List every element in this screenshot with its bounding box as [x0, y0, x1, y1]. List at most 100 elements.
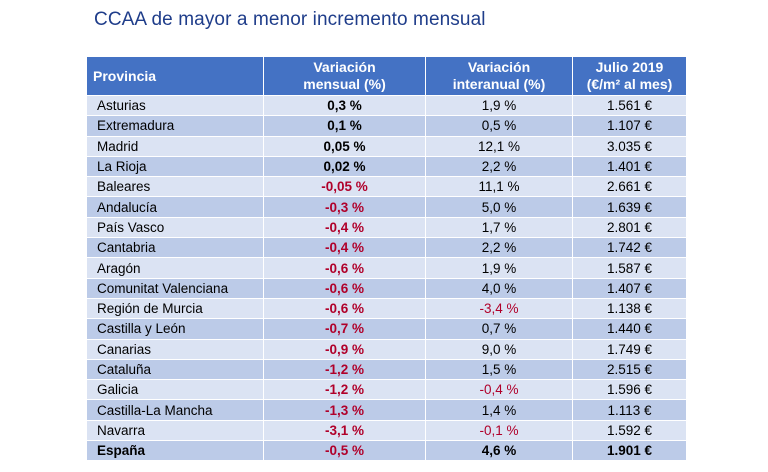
cell-precio: 2.515 €	[572, 358, 687, 381]
cell-variacion-mensual: 0,02 %	[263, 155, 426, 178]
header-variacion-mensual: Variación mensual (%)	[263, 56, 426, 96]
cell-variacion-mensual: -0,3 %	[263, 196, 426, 218]
table-row: Cataluña -1,2 % 1,5 % 2.515 €	[86, 358, 687, 381]
cell-variacion-interanual: 12,1 %	[425, 135, 573, 157]
cell-precio: 1.407 €	[572, 277, 687, 299]
cell-provincia: Asturias	[86, 94, 264, 117]
table-row: Galicia -1,2 % -0,4 % 1.596 €	[86, 379, 687, 401]
cell-provincia: Navarra	[86, 419, 264, 442]
cell-variacion-interanual: 1,4 %	[425, 399, 573, 421]
cell-provincia: Andalucía	[86, 196, 264, 218]
cell-provincia: España	[86, 440, 264, 462]
header-mensual-line1: Variación	[313, 59, 376, 75]
data-table: Provincia Variación mensual (%) Variació…	[86, 56, 687, 462]
header-variacion-interanual: Variación interanual (%)	[425, 56, 573, 96]
cell-variacion-mensual: -0,05 %	[263, 176, 426, 198]
cell-provincia: Baleares	[86, 176, 264, 198]
table-row: Castilla-La Mancha -1,3 % 1,4 % 1.113 €	[86, 399, 687, 421]
cell-variacion-mensual: -1,2 %	[263, 379, 426, 401]
cell-provincia: Madrid	[86, 135, 264, 157]
table-row: Baleares -0,05 % 11,1 % 2.661 €	[86, 176, 687, 198]
table-row: Canarias -0,9 % 9,0 % 1.749 €	[86, 338, 687, 360]
cell-variacion-interanual: -3,4 %	[425, 297, 573, 320]
header-mensual-line2: mensual (%)	[303, 76, 386, 92]
cell-precio: 3.035 €	[572, 135, 687, 157]
cell-provincia: Aragón	[86, 257, 264, 279]
cell-variacion-mensual: -0,9 %	[263, 338, 426, 360]
table-row: La Rioja 0,02 % 2,2 % 1.401 €	[86, 155, 687, 178]
cell-precio: 1.742 €	[572, 237, 687, 259]
cell-variacion-mensual: -0,4 %	[263, 216, 426, 239]
cell-variacion-mensual: -0,6 %	[263, 297, 426, 320]
table-row: Asturias 0,3 % 1,9 % 1.561 €	[86, 94, 687, 117]
cell-precio: 1.440 €	[572, 318, 687, 340]
cell-variacion-mensual: 0,1 %	[263, 115, 426, 137]
cell-provincia: Castilla-La Mancha	[86, 399, 264, 421]
cell-provincia: Comunitat Valenciana	[86, 277, 264, 299]
table-header-row: Provincia Variación mensual (%) Variació…	[86, 56, 687, 96]
cell-precio: 2.661 €	[572, 176, 687, 198]
table-row: Castilla y León -0,7 % 0,7 % 1.440 €	[86, 318, 687, 340]
cell-variacion-mensual: -0,6 %	[263, 257, 426, 279]
table-row: País Vasco -0,4 % 1,7 % 2.801 €	[86, 216, 687, 239]
cell-provincia: Cataluña	[86, 358, 264, 381]
cell-variacion-mensual: -3,1 %	[263, 419, 426, 442]
cell-variacion-mensual: -1,3 %	[263, 399, 426, 421]
table-row: Navarra -3,1 % -0,1 % 1.592 €	[86, 419, 687, 442]
page-title: CCAA de mayor a menor incremento mensual	[94, 9, 486, 30]
cell-variacion-interanual: -0,4 %	[425, 379, 573, 401]
cell-precio: 2.801 €	[572, 216, 687, 239]
cell-variacion-interanual: 5,0 %	[425, 196, 573, 218]
cell-provincia: Extremadura	[86, 115, 264, 137]
cell-provincia: País Vasco	[86, 216, 264, 239]
cell-precio: 1.639 €	[572, 196, 687, 218]
cell-precio: 1.401 €	[572, 155, 687, 178]
header-precio: Julio 2019 (€/m² al mes)	[572, 56, 687, 96]
cell-variacion-interanual: 0,7 %	[425, 318, 573, 340]
cell-variacion-interanual: 4,6 %	[425, 440, 573, 462]
table-row-total: España -0,5 % 4,6 % 1.901 €	[86, 440, 687, 462]
header-interanual-line1: Variación	[467, 59, 531, 75]
cell-variacion-mensual: -0,6 %	[263, 277, 426, 299]
header-precio-line1: Julio 2019	[595, 59, 664, 75]
cell-variacion-interanual: 1,9 %	[425, 94, 573, 117]
cell-provincia: Galicia	[86, 379, 264, 401]
cell-variacion-interanual: 1,7 %	[425, 216, 573, 239]
cell-variacion-interanual: 1,9 %	[425, 257, 573, 279]
cell-variacion-mensual: -1,2 %	[263, 358, 426, 381]
cell-variacion-interanual: 4,0 %	[425, 277, 573, 299]
cell-variacion-mensual: 0,05 %	[263, 135, 426, 157]
cell-variacion-mensual: 0,3 %	[263, 94, 426, 117]
cell-variacion-interanual: 1,5 %	[425, 358, 573, 381]
cell-variacion-interanual: -0,1 %	[425, 419, 573, 442]
table-row: Madrid 0,05 % 12,1 % 3.035 €	[86, 135, 687, 157]
cell-precio: 1.596 €	[572, 379, 687, 401]
cell-precio: 1.587 €	[572, 257, 687, 279]
cell-precio: 1.107 €	[572, 115, 687, 137]
table-body: Asturias 0,3 % 1,9 % 1.561 € Extremadura 0,1 …	[86, 94, 687, 462]
table-row: Comunitat Valenciana -0,6 % 4,0 % 1.407 €	[86, 277, 687, 299]
cell-provincia: La Rioja	[86, 155, 264, 178]
cell-variacion-interanual: 2,2 %	[425, 237, 573, 259]
cell-precio: 1.592 €	[572, 419, 687, 442]
table-row: Extremadura 0,1 % 0,5 % 1.107 €	[86, 115, 687, 137]
cell-variacion-interanual: 9,0 %	[425, 338, 573, 360]
cell-precio: 1.901 €	[572, 440, 687, 462]
cell-variacion-mensual: -0,7 %	[263, 318, 426, 340]
table-row: Aragón -0,6 % 1,9 % 1.587 €	[86, 257, 687, 279]
cell-variacion-mensual: -0,5 %	[263, 440, 426, 462]
cell-precio: 1.561 €	[572, 94, 687, 117]
cell-provincia: Región de Murcia	[86, 297, 264, 320]
cell-provincia: Canarias	[86, 338, 264, 360]
cell-variacion-interanual: 11,1 %	[425, 176, 573, 198]
table-row: Andalucía -0,3 % 5,0 % 1.639 €	[86, 196, 687, 218]
header-provincia: Provincia	[86, 56, 264, 96]
cell-variacion-mensual: -0,4 %	[263, 237, 426, 259]
header-interanual-line2: interanual (%)	[452, 76, 546, 92]
table-row: Cantabria -0,4 % 2,2 % 1.742 €	[86, 237, 687, 259]
header-precio-line2: (€/m² al mes)	[586, 76, 673, 92]
cell-precio: 1.749 €	[572, 338, 687, 360]
table-row: Región de Murcia -0,6 % -3,4 % 1.138 €	[86, 297, 687, 320]
cell-provincia: Cantabria	[86, 237, 264, 259]
cell-variacion-interanual: 2,2 %	[425, 155, 573, 178]
